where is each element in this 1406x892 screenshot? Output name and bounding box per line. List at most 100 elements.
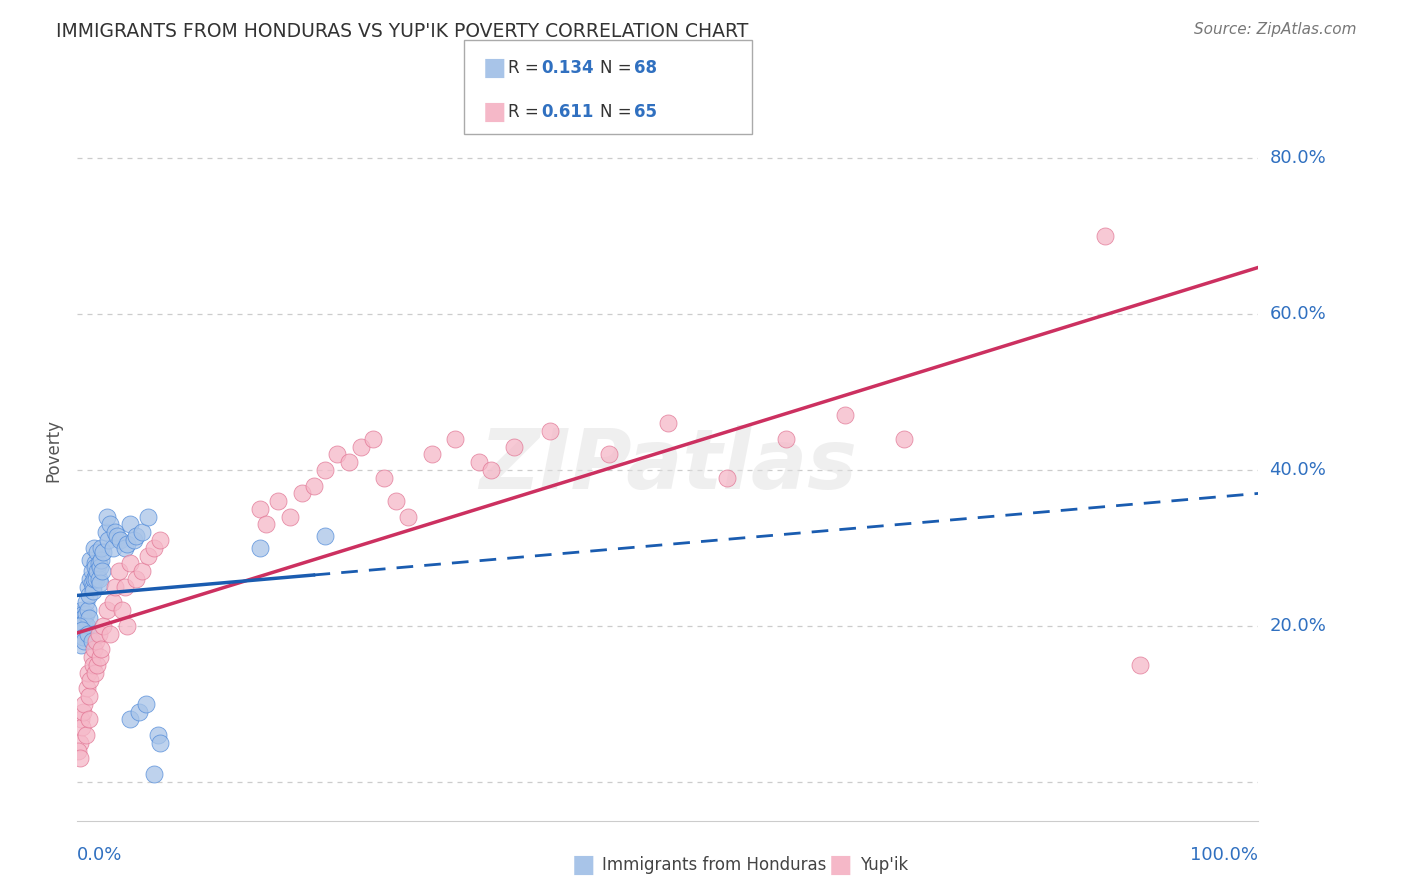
Point (82, 583, 104, 598)
Point (135, 697, 157, 711)
Point (350, 440, 373, 454)
Point (146, 728, 169, 742)
Text: R =: R = (508, 60, 544, 78)
Point (79, 552, 101, 566)
Point (66, 743, 89, 757)
Point (70, 611, 93, 625)
Point (115, 537, 138, 551)
Point (89, 650, 111, 665)
Point (84, 557, 107, 571)
Point (87, 572, 110, 586)
Point (1094, 229, 1116, 244)
Text: IMMIGRANTS FROM HONDURAS VS YUP'IK POVERTY CORRELATION CHART: IMMIGRANTS FROM HONDURAS VS YUP'IK POVER… (56, 22, 748, 41)
Point (73, 697, 96, 711)
Point (120, 712, 142, 726)
Point (86, 657, 108, 672)
Point (278, 509, 301, 524)
Point (91, 545, 114, 559)
Point (76, 681, 98, 695)
Point (69, 751, 91, 765)
Point (77, 626, 100, 640)
Point (77, 611, 100, 625)
Point (91, 619, 114, 633)
Text: 80.0%: 80.0% (1270, 149, 1326, 167)
Point (468, 455, 491, 469)
Point (114, 541, 136, 555)
Point (72, 607, 94, 621)
Text: R =: R = (508, 103, 544, 121)
Point (76, 619, 98, 633)
Point (834, 409, 856, 423)
Point (302, 478, 325, 492)
Point (107, 564, 129, 578)
Point (75, 595, 97, 609)
Point (70, 619, 93, 633)
Text: N =: N = (600, 60, 637, 78)
Point (136, 549, 159, 563)
Text: 60.0%: 60.0% (1270, 305, 1326, 323)
Point (80, 634, 103, 648)
Point (77, 588, 100, 602)
Text: 0.611: 0.611 (541, 103, 593, 121)
Point (267, 494, 290, 508)
Point (90, 642, 112, 657)
Point (96, 509, 118, 524)
Text: 40.0%: 40.0% (1270, 461, 1326, 479)
Point (249, 502, 271, 516)
Text: 0.0%: 0.0% (77, 846, 122, 863)
Point (120, 557, 142, 571)
Point (70, 638, 93, 652)
Point (143, 767, 166, 781)
Point (77, 665, 100, 680)
Point (72, 705, 94, 719)
Point (80, 564, 103, 578)
Point (125, 529, 148, 543)
Text: Immigrants from Honduras: Immigrants from Honduras (602, 856, 827, 874)
Point (83, 642, 105, 657)
Point (87, 557, 110, 571)
Point (479, 463, 502, 477)
Text: ZIPatlas: ZIPatlas (479, 425, 856, 506)
Point (420, 447, 443, 461)
Point (503, 440, 526, 454)
Point (100, 517, 122, 532)
Point (90, 541, 112, 555)
Point (77, 712, 100, 726)
Point (72, 631, 94, 645)
Point (291, 486, 314, 500)
Text: Source: ZipAtlas.com: Source: ZipAtlas.com (1194, 22, 1357, 37)
Point (104, 580, 127, 594)
Text: Yup'ik: Yup'ik (860, 856, 908, 874)
Point (89, 560, 111, 574)
Point (84, 634, 107, 648)
Point (82, 657, 104, 672)
Text: 65: 65 (634, 103, 657, 121)
Point (70, 720, 93, 734)
Point (66, 626, 89, 640)
Point (361, 432, 384, 446)
Point (77, 603, 100, 617)
Point (314, 529, 336, 543)
Point (104, 525, 127, 540)
Point (326, 447, 349, 461)
Point (70, 712, 93, 726)
Point (249, 541, 271, 555)
Point (385, 494, 408, 508)
Point (79, 572, 101, 586)
Point (72, 611, 94, 625)
Point (149, 533, 172, 547)
Point (70, 623, 93, 637)
Point (67, 619, 90, 633)
Point (73, 615, 96, 629)
Point (143, 541, 166, 555)
Point (77, 580, 100, 594)
Point (122, 533, 145, 547)
Point (89, 576, 111, 591)
Point (84, 568, 107, 582)
Point (84, 665, 107, 680)
Point (90, 552, 112, 566)
Point (73, 634, 96, 648)
Point (538, 424, 561, 438)
Point (657, 416, 679, 430)
Point (94, 525, 117, 540)
